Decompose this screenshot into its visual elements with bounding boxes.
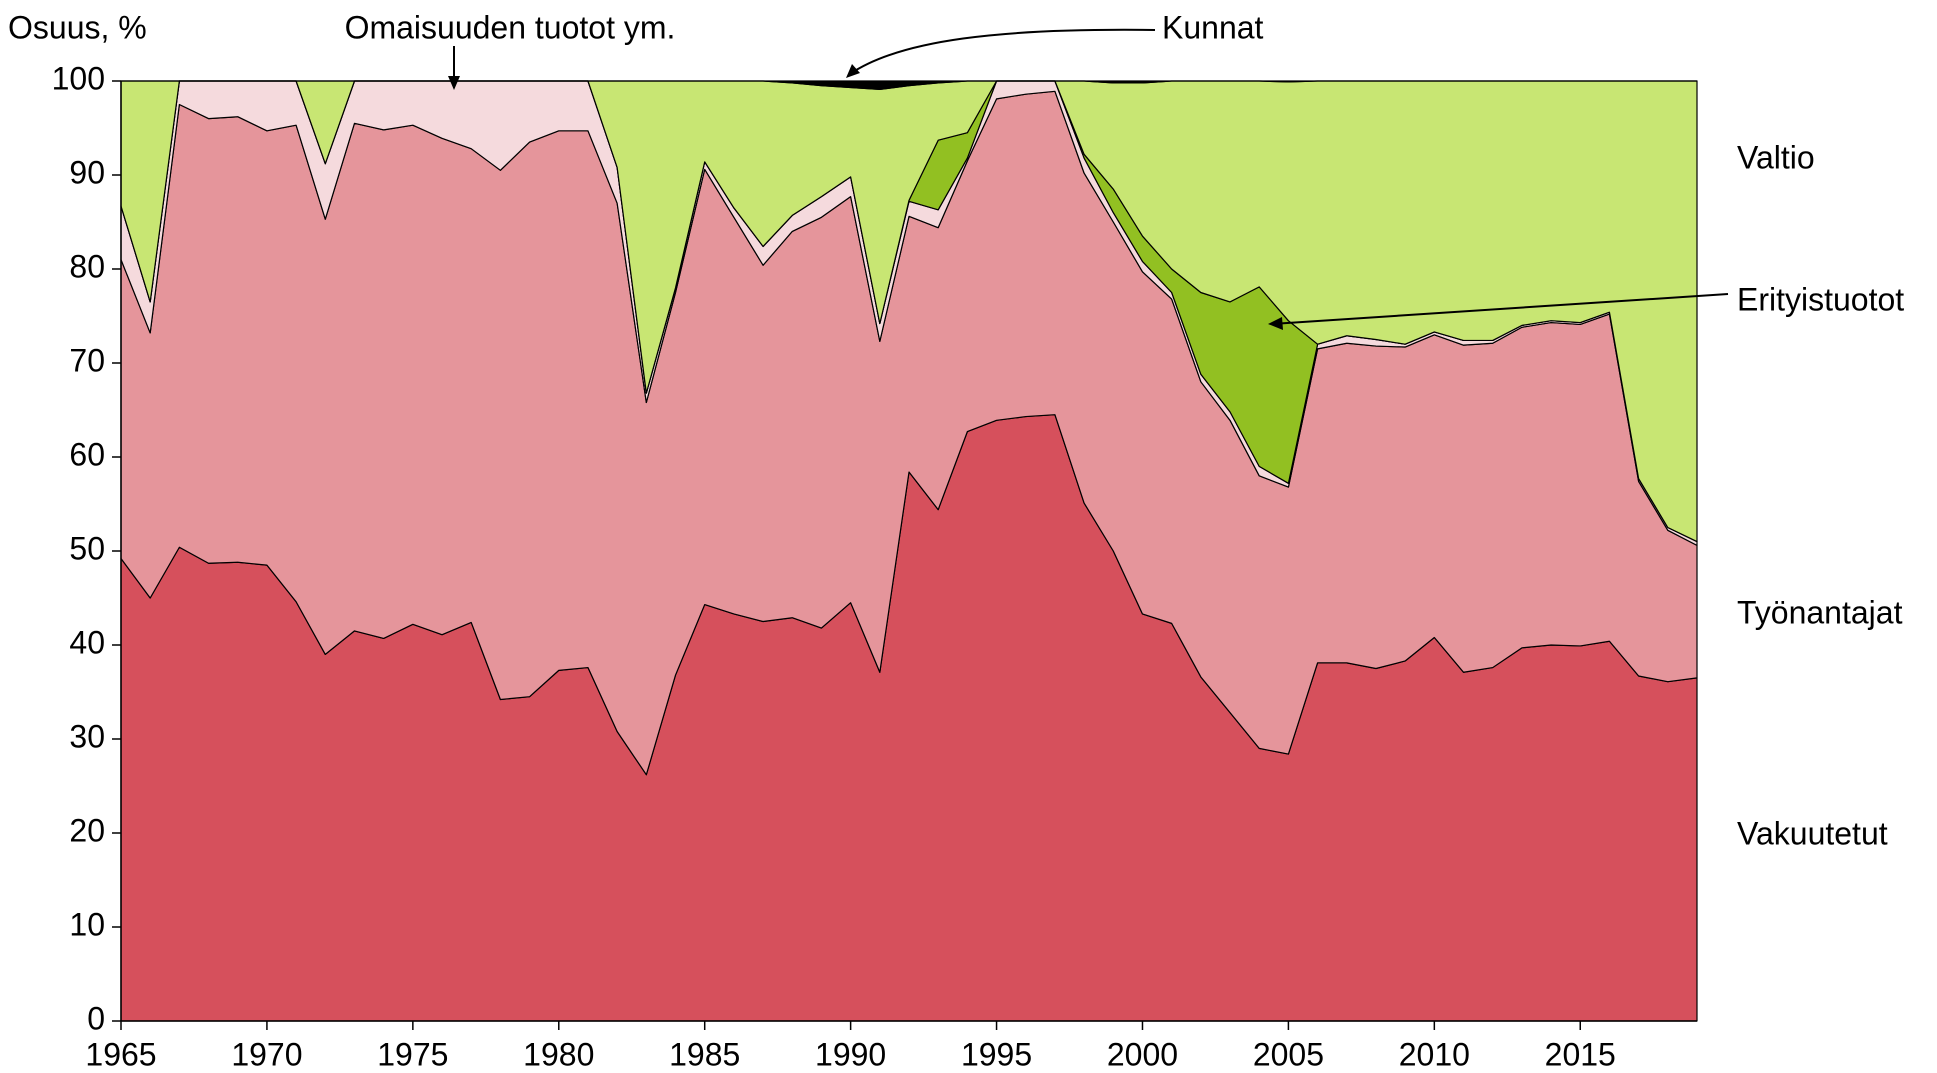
annotation-arrowhead [1268,317,1283,330]
series-label: Kunnat [1162,9,1264,45]
y-tick-label: 100 [52,60,105,96]
area [120,80,1698,91]
x-tick-label: 1975 [377,1036,448,1072]
x-tick-label: 1970 [231,1036,302,1072]
x-tick-label: 1980 [523,1036,594,1072]
y-tick-label: 20 [69,812,105,848]
annotation-arrowhead [448,76,460,90]
x-tick-label: 2000 [1107,1036,1178,1072]
y-tick-label: 10 [69,906,105,942]
x-tick-label: 1990 [815,1036,886,1072]
series-label: Erityistuotot [1737,281,1904,317]
annotation-arrow [1271,293,1729,325]
x-tick-label: 2005 [1253,1036,1324,1072]
x-tick-label: 1965 [85,1036,156,1072]
annotation-arrow [849,28,1156,75]
y-tick-label: 50 [69,530,105,566]
y-tick-label: 70 [69,342,105,378]
x-tick-label: 1995 [961,1036,1032,1072]
x-tick-label: 1985 [669,1036,740,1072]
y-tick-label: 0 [87,1000,105,1036]
series-label: Valtio [1737,139,1815,175]
y-tick-label: 80 [69,248,105,284]
series-label: Vakuutetut [1737,815,1888,851]
y-tick-label: 60 [69,436,105,472]
plot-area [120,80,1698,1022]
x-tick-label: 2010 [1399,1036,1470,1072]
series-label: Työnantajat [1737,594,1903,630]
y-axis-label: Osuus, % [8,9,147,45]
y-tick-label: 30 [69,718,105,754]
series-labels: Vakuutetut Työnantajat Omaisuuden tuotot y… [345,9,1905,851]
axes: 0 10 20 30 40 50 60 70 80 90 100 1965 1970 1975 1980 19… [52,60,1697,1072]
annotation-arrowhead [846,64,860,78]
y-tick-label: 40 [69,624,105,660]
x-tick-label: 2015 [1545,1036,1616,1072]
series-label: Omaisuuden tuotot ym. [345,9,676,45]
y-tick-label: 90 [69,154,105,190]
